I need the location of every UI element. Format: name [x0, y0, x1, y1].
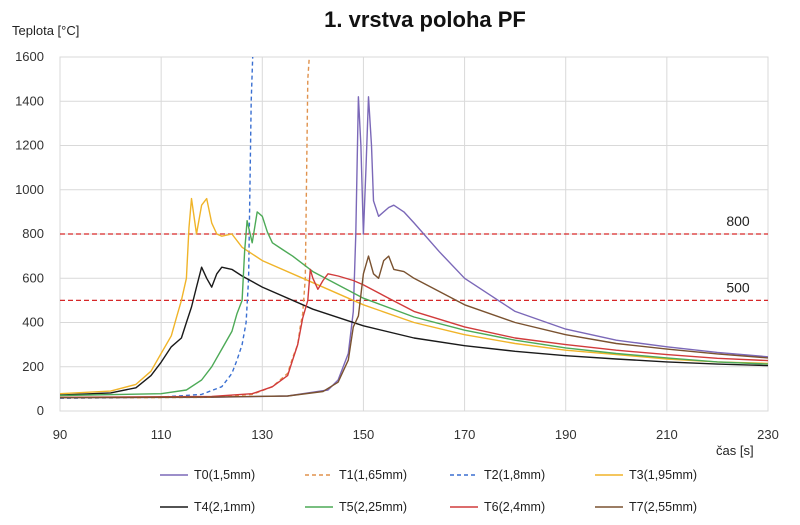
y-tick-label: 400: [22, 315, 44, 330]
series-line-3: [60, 197, 768, 395]
series-line-0: [60, 96, 768, 399]
reference-lines: 800 500: [60, 213, 768, 301]
x-axis-label: čas [s]: [716, 443, 754, 458]
series-group: [60, 57, 768, 399]
x-tick-label: 210: [656, 427, 678, 442]
legend-label: T2(1,8mm): [484, 468, 545, 482]
legend-item: T6(2,4mm): [450, 500, 545, 514]
x-tick-label: 190: [555, 427, 577, 442]
y-tick-label: 1400: [15, 93, 44, 108]
legend-item: T4(2,1mm): [160, 500, 255, 514]
y-tick-label: 800: [22, 226, 44, 241]
chart-title: 1. vrstva poloha PF: [324, 7, 526, 32]
plot-area: [60, 57, 768, 399]
grid: [59, 56, 769, 412]
legend-label: T0(1,5mm): [194, 468, 255, 482]
x-tick-label: 110: [151, 427, 172, 442]
axis-ticks: 0 200 400 600 800 1000 1200 1400 1600 90 110 130 150…: [15, 49, 779, 442]
legend-item: T5(2,25mm): [305, 500, 407, 514]
legend-label: T6(2,4mm): [484, 500, 545, 514]
x-tick-label: 90: [53, 427, 67, 442]
legend-item: T7(2,55mm): [595, 500, 697, 514]
series-line-6: [60, 268, 768, 398]
series-line-7: [60, 255, 768, 399]
y-tick-label: 1000: [15, 182, 44, 197]
x-tick-label: 230: [757, 427, 779, 442]
series-line-1: [60, 57, 310, 399]
y-tick-label: 1200: [15, 138, 44, 153]
legend-label: T7(2,55mm): [629, 500, 697, 514]
x-tick-label: 130: [251, 427, 273, 442]
legend-label: T3(1,95mm): [629, 468, 697, 482]
series-line-2: [60, 57, 254, 399]
legend-item: T2(1,8mm): [450, 468, 545, 482]
y-tick-label: 200: [22, 359, 44, 374]
series-line-4: [60, 266, 768, 396]
legend-label: T4(2,1mm): [194, 500, 255, 514]
legend: T0(1,5mm) T1(1,65mm) T2(1,8mm) T3(1,95mm) T4…: [160, 468, 697, 514]
legend-label: T1(1,65mm): [339, 468, 407, 482]
series-line-5: [60, 211, 768, 397]
legend-item: T1(1,65mm): [305, 468, 407, 482]
legend-item: T3(1,95mm): [595, 468, 697, 482]
y-axis-label: Teplota [°C]: [12, 23, 79, 38]
y-tick-label: 600: [22, 270, 44, 285]
reference-line-label: 500: [726, 279, 750, 295]
y-tick-label: 0: [37, 403, 44, 418]
x-tick-label: 170: [454, 427, 476, 442]
y-tick-label: 1600: [15, 49, 44, 64]
legend-item: T0(1,5mm): [160, 468, 255, 482]
legend-label: T5(2,25mm): [339, 500, 407, 514]
reference-line-label: 800: [726, 213, 750, 229]
x-tick-label: 150: [353, 427, 375, 442]
